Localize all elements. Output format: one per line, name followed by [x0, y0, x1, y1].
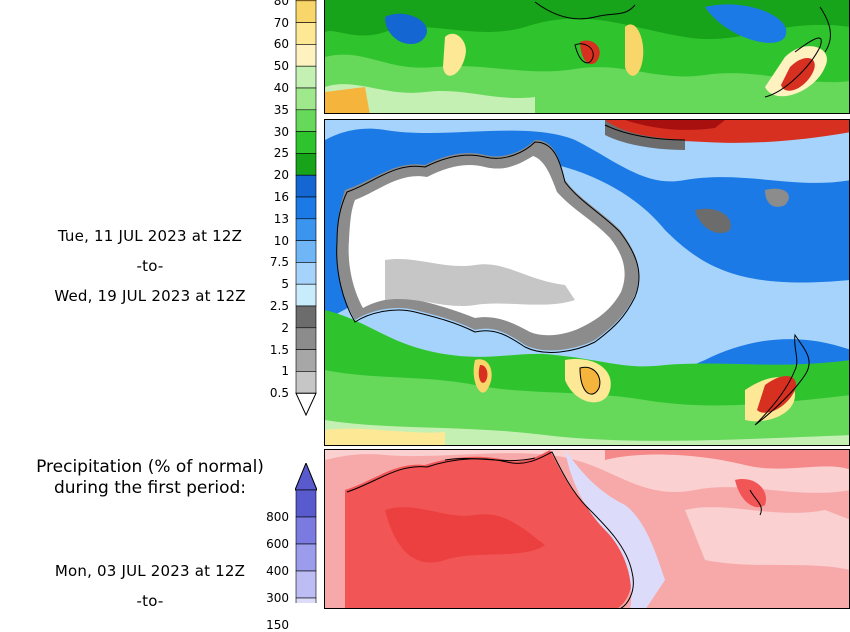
colorbar-swatch — [295, 87, 317, 111]
period2-end-date: Wed, 19 JUL 2023 at 12Z — [54, 287, 246, 305]
colorbar-tick-label: 50 — [273, 59, 289, 74]
percent-normal-title-line1: Precipitation (% of normal) — [36, 457, 264, 477]
colorbar-swatch — [295, 327, 317, 350]
colorbar-swatch — [295, 109, 317, 132]
colorbar-tick-label: 1.5 — [269, 342, 289, 357]
colorbar-tick-label: 400 — [266, 564, 289, 578]
colorbar-tick-label: 2 — [281, 320, 289, 335]
colorbar-tick-label: 0.5 — [269, 386, 289, 401]
colorbar-swatch — [295, 131, 317, 154]
period2-start-date: Tue, 11 JUL 2023 at 12Z — [57, 227, 243, 245]
colorbar-tick-label: 30 — [273, 124, 289, 139]
percent-normal-title-line2: during the first period: — [53, 478, 247, 498]
precip-colorbar — [295, 0, 317, 420]
percent-normal-map — [324, 449, 850, 609]
colorbar-tick-label: 16 — [273, 190, 289, 204]
colorbar-top-arrow — [294, 461, 318, 491]
period1-to-label: -to- — [136, 592, 164, 610]
colorbar-tick-label: 7.5 — [269, 255, 289, 270]
colorbar-swatch — [295, 516, 317, 545]
percent-colorbar — [294, 461, 318, 626]
colorbar-tick-label: 10 — [273, 233, 289, 248]
colorbar-tick-label: 600 — [266, 537, 289, 551]
colorbar-tick-label: 60 — [273, 37, 289, 52]
colorbar-tick-label: 5 — [281, 277, 289, 292]
colorbar-swatch — [295, 174, 317, 198]
colorbar-tick-label: 13 — [273, 211, 289, 226]
colorbar-tick-label: 70 — [273, 15, 289, 30]
period1-start-date: Mon, 03 JUL 2023 at 12Z — [54, 562, 246, 580]
colorbar-swatch — [295, 22, 317, 45]
colorbar-swatch — [295, 305, 317, 329]
period2-to-label: -to- — [136, 257, 164, 275]
colorbar-tick-label: 1 — [281, 364, 289, 379]
colorbar-swatch — [295, 196, 317, 220]
precip-map-period1 — [324, 0, 850, 114]
colorbar-swatch — [295, 489, 317, 518]
colorbar-tick-label: 80 — [273, 0, 289, 8]
colorbar-tick-label: 20 — [273, 168, 289, 183]
colorbar-swatch — [295, 0, 317, 23]
colorbar-tick-label: 35 — [273, 102, 289, 117]
percent-colorbar-swatches — [294, 461, 318, 626]
colorbar-tick-label: 25 — [273, 146, 289, 161]
colorbar-tick-label: 40 — [273, 81, 289, 95]
colorbar-swatch — [295, 65, 317, 89]
colorbar-tick-label: 150 — [266, 618, 289, 632]
colorbar-swatch — [295, 349, 317, 372]
precip-colorbar-swatches — [295, 0, 317, 417]
colorbar-swatch — [295, 371, 317, 394]
colorbar-bottom-arrow — [295, 392, 317, 417]
colorbar-tick-label: 800 — [266, 510, 289, 524]
colorbar-swatch — [295, 44, 317, 67]
colorbar-swatch — [295, 153, 317, 176]
colorbar-tick-label: 2.5 — [269, 299, 289, 313]
precip-map-period2 — [324, 119, 850, 446]
